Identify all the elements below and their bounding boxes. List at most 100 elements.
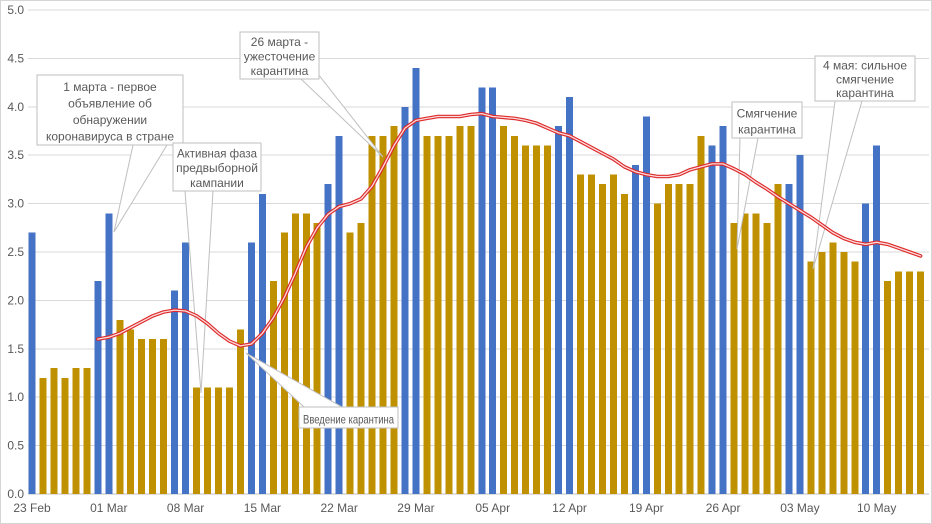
quarantine-easing-text: карантина [738, 123, 796, 137]
bar-weekday [291, 213, 299, 494]
y-axis-label: 2.5 [7, 245, 24, 259]
mar1-announcement-text: объявление об [68, 96, 152, 110]
bar-weekend [708, 145, 716, 494]
bar-weekday [313, 222, 321, 494]
bar-weekday [390, 126, 398, 494]
x-axis-labels: 23 Feb 01 Mar 08 Mar 15 Mar 22 Mar 29 Mar 05 A… [13, 501, 896, 515]
bar-weekday [39, 377, 47, 494]
bar-weekend [796, 155, 804, 494]
bar-weekday [818, 252, 826, 494]
bar-weekday [511, 135, 519, 494]
x-axis-label: 23 Feb [13, 501, 51, 515]
bar-weekday [730, 222, 738, 494]
quarantine-introduction-callout-box [298, 406, 399, 429]
bar-weekend [862, 203, 870, 494]
bar-weekday [686, 184, 694, 495]
mar26-tightening-text: 26 марта - [251, 35, 308, 49]
bar-weekday [851, 261, 859, 494]
x-axis-label: 01 Mar [90, 501, 127, 515]
bar-weekday [774, 184, 782, 495]
bar-weekend [566, 97, 574, 495]
y-axis-label: 2.0 [7, 293, 24, 307]
bar-weekday [917, 271, 925, 494]
bar-weekday [609, 174, 617, 494]
bar-weekend [105, 213, 113, 494]
bar-weekday [269, 281, 277, 494]
bar-weekend [401, 106, 409, 495]
bar-weekday [884, 281, 892, 494]
bar-weekend [28, 232, 36, 494]
bar-weekday [357, 222, 365, 494]
annotations: 1 марта - первое объявление об обнаружении… [36, 31, 916, 429]
bar-weekend [719, 126, 727, 494]
bar-weekday [840, 252, 848, 494]
bar-weekday [204, 387, 212, 494]
bar-weekend [478, 87, 486, 494]
bar-weekend [785, 184, 793, 495]
x-axis-label: 29 Mar [397, 501, 434, 515]
bar-weekend [94, 281, 102, 494]
bar-weekday [434, 135, 442, 494]
quarantine-easing-text: Смягчение [737, 107, 798, 121]
bar-weekday [379, 135, 387, 494]
bar-weekday [533, 145, 541, 494]
x-axis-label: 15 Mar [244, 501, 281, 515]
y-axis-label: 3.5 [7, 148, 24, 162]
mar26-tightening-text: ужесточение [244, 50, 316, 64]
bar-weekday [587, 174, 595, 494]
bar-weekday [280, 232, 288, 494]
bar-weekday [127, 329, 135, 494]
bar-weekday [83, 368, 91, 494]
bar-weekday [620, 193, 628, 495]
quarantine-introduction-text: Введение карантина [303, 412, 394, 426]
bar-weekday [160, 339, 168, 494]
x-axis-label: 26 Apr [706, 501, 741, 515]
trend-line [96, 111, 923, 348]
bar-weekend [258, 193, 266, 495]
may4-strong-easing-callout-box [814, 55, 916, 102]
bar-weekday [598, 184, 606, 495]
bar-weekday [653, 203, 661, 494]
bar-weekday [664, 184, 672, 495]
bar-weekday [752, 213, 760, 494]
election-campaign-text: предвыборной [176, 161, 258, 175]
bar-weekday [467, 126, 475, 494]
bar-weekday [423, 135, 431, 494]
y-axis-label: 1.5 [7, 342, 24, 356]
x-axis-label: 08 Mar [167, 501, 204, 515]
bar-weekday [741, 213, 749, 494]
bar-weekday [214, 387, 222, 494]
y-axis-label: 5.0 [7, 3, 24, 17]
bar-weekend [412, 68, 420, 494]
bar-weekday [500, 126, 508, 494]
bar-weekday [445, 135, 453, 494]
bar-weekday [763, 222, 771, 494]
bar-weekday [807, 261, 815, 494]
bar-weekday [829, 242, 837, 494]
bar-weekend [489, 87, 497, 494]
y-axis-label: 4.5 [7, 51, 24, 65]
bars [28, 68, 925, 495]
may4-strong-easing-text: 4 мая: сильное [823, 59, 907, 73]
bar-weekend [171, 290, 179, 494]
y-axis-labels: 0.0 0.5 1.0 1.5 2.0 2.5 3.0 3.5 4.0 4.5 5.0 [7, 3, 24, 501]
may4-strong-easing-text: смягчение [836, 72, 894, 86]
trend-line-inner [97, 112, 922, 347]
bar-weekday [895, 271, 903, 494]
bar-weekday [193, 387, 201, 494]
bar-weekend [335, 135, 343, 494]
bar-weekend [555, 126, 563, 494]
bar-weekend [247, 242, 255, 494]
bar-weekend [182, 242, 190, 494]
bar-weekday [61, 377, 69, 494]
x-axis-label: 19 Apr [629, 501, 664, 515]
bar-weekday [138, 339, 146, 494]
x-axis-label: 05 Apr [475, 501, 510, 515]
mar1-announcement-text: коронавируса в стране [46, 129, 174, 143]
mar1-announcement-callout-box [36, 74, 184, 146]
bar-weekday [236, 329, 244, 494]
mar1-announcement-text: обнаружении [73, 113, 147, 127]
bar-weekday [544, 145, 552, 494]
election-campaign-text: кампании [190, 176, 244, 190]
